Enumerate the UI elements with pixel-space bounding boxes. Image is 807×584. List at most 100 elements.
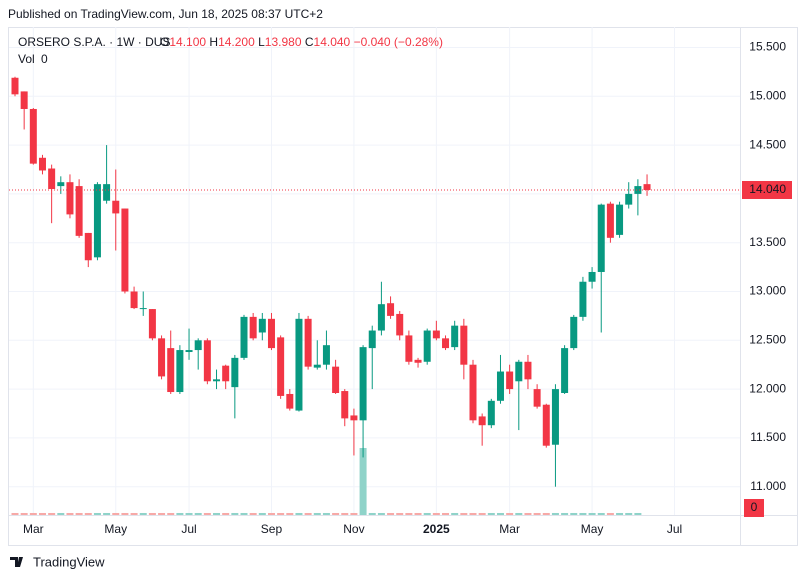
volume-bar [579, 512, 587, 515]
volume-bar [139, 512, 147, 515]
volume-bar [606, 512, 614, 515]
candle-body [634, 186, 642, 194]
x-tick-label: Jul [181, 522, 196, 536]
volume-bar [112, 512, 120, 515]
volume-bar [496, 512, 504, 515]
candle-body [322, 345, 330, 365]
volume-bar [533, 512, 541, 515]
candle-body [203, 340, 211, 382]
candle-body [643, 184, 651, 190]
volume-bar [515, 512, 523, 515]
candle-body [606, 203, 614, 238]
volume-bar [460, 512, 468, 515]
volume-bar [551, 512, 559, 515]
volume-bar [451, 512, 459, 515]
candle-body [158, 338, 166, 377]
volume-bar [258, 512, 266, 515]
candle-body [93, 184, 101, 258]
x-tick-label: May [104, 522, 127, 536]
candle-body [515, 361, 523, 382]
candle-body [112, 200, 120, 214]
volume-bar [634, 512, 642, 515]
brand-logo [10, 557, 23, 567]
x-tick-label: 2025 [423, 522, 450, 536]
candle-body [38, 157, 46, 171]
volume-bar [405, 512, 413, 515]
quote-part: 14.200 [218, 35, 255, 49]
candle-body [377, 304, 385, 331]
x-tick-label: Mar [23, 522, 44, 536]
volume-bar [130, 512, 138, 515]
candle-body [350, 415, 358, 421]
candle-body [304, 318, 312, 367]
candle-body [258, 318, 266, 333]
candle-body [84, 232, 92, 261]
candle-body [11, 77, 19, 95]
volume-bar [625, 512, 633, 515]
y-tick-label: 13.000 [749, 284, 786, 298]
quote-part: 14.100 [169, 35, 206, 49]
volume-bar [222, 512, 230, 515]
candle-body [597, 204, 605, 272]
volume-bar [277, 512, 285, 515]
candle-body [176, 350, 184, 393]
volume-bar [597, 512, 605, 515]
candle-body [542, 404, 550, 446]
volume-bar [524, 512, 532, 515]
volume-bar [213, 512, 221, 515]
volume-bar [588, 512, 596, 515]
published-note: Published on TradingView.com, Jun 18, 20… [8, 7, 323, 21]
frame [8, 27, 798, 546]
volume-badge [744, 499, 764, 517]
volume-bar [38, 512, 46, 515]
volume-bar [48, 512, 56, 515]
candle-body [414, 359, 422, 363]
volume-bar [93, 512, 101, 515]
quote-part: −0.040 (−0.28%) [354, 35, 443, 49]
price-label: 14.040 [749, 182, 786, 196]
volume-bar [167, 512, 175, 515]
quote-part: L [258, 35, 265, 49]
candle-body [295, 318, 303, 411]
volume-bar [148, 512, 156, 515]
volume-bar [267, 512, 275, 515]
candle-body [213, 379, 221, 382]
volume-bar [84, 512, 92, 515]
candle-body [570, 316, 578, 349]
volume-bar [29, 512, 37, 515]
volume-bar [176, 512, 184, 515]
candle-body [194, 340, 202, 351]
volume-bar [377, 512, 385, 515]
volume-bar [240, 512, 248, 515]
candle-body [121, 208, 129, 292]
candle-body [432, 330, 440, 339]
y-tick-label: 15.000 [749, 88, 786, 102]
volume-bar [387, 512, 395, 515]
candle-body [240, 316, 248, 358]
candle-body [249, 316, 257, 339]
y-tick-label: 12.500 [749, 332, 786, 346]
volume-badge-label: 0 [751, 500, 758, 514]
volume-bar [487, 512, 495, 515]
x-tick-label: Jul [667, 522, 682, 536]
y-tick-label: 13.500 [749, 235, 786, 249]
candle-body [551, 389, 559, 445]
quote-part: H [209, 35, 218, 49]
candle-body [103, 184, 111, 201]
candle-body [625, 193, 633, 205]
candle-body [359, 347, 367, 421]
candle-body [139, 308, 147, 310]
volume-bar [414, 512, 422, 515]
volume-bar [11, 512, 19, 515]
candle-body [332, 366, 340, 393]
candle-body [222, 365, 230, 382]
candle-body [496, 371, 504, 401]
volume-bar [185, 512, 193, 515]
volume-bar [469, 512, 477, 515]
volume-bar [75, 512, 83, 515]
x-tick-label: Sep [261, 522, 283, 536]
volume-bar [561, 512, 569, 515]
candle-body [66, 182, 74, 215]
candle-body [561, 348, 569, 393]
